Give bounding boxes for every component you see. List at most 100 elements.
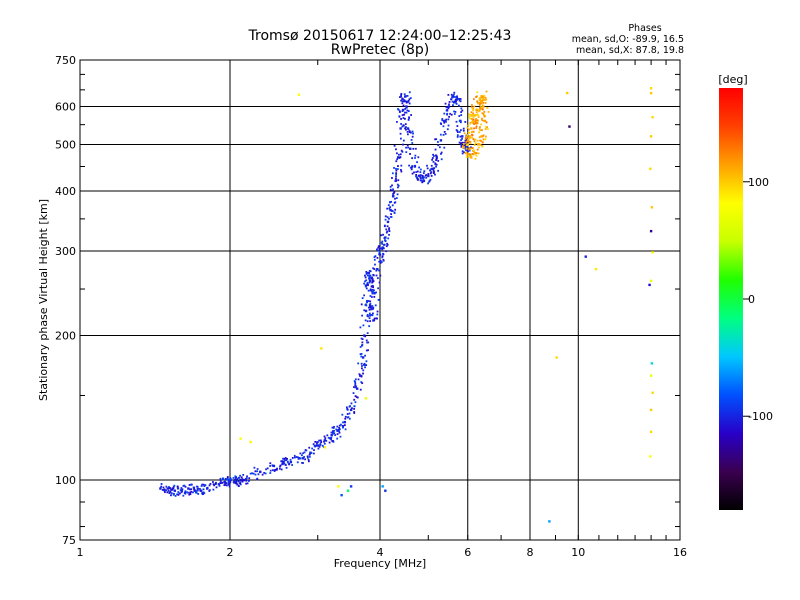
trace-point <box>246 482 249 485</box>
trace-point <box>395 197 398 199</box>
trace-point <box>400 123 403 125</box>
trace-point <box>482 101 485 104</box>
trace-point <box>319 439 322 442</box>
trace-point <box>456 135 459 138</box>
trace-point <box>433 167 436 170</box>
trace-point <box>476 100 479 103</box>
trace-point <box>400 95 403 98</box>
trace-point <box>470 118 473 120</box>
trace-point <box>369 295 372 297</box>
trace-point <box>371 276 373 279</box>
trace-point <box>471 134 474 137</box>
trace-point <box>314 440 317 443</box>
trace-point <box>403 117 406 120</box>
trace-point <box>459 100 462 103</box>
trace-point <box>434 163 437 166</box>
trace-point <box>335 428 338 431</box>
trace-point <box>317 447 320 450</box>
trace-point <box>407 100 410 103</box>
trace-point <box>391 189 394 192</box>
trace-point <box>479 144 482 146</box>
trace-point <box>303 451 306 454</box>
trace-point <box>193 486 195 489</box>
trace-point <box>361 297 364 299</box>
trace-point <box>229 477 232 479</box>
trace-point <box>228 479 231 481</box>
trace-point <box>410 139 413 141</box>
trace-point <box>190 488 193 491</box>
trace-point <box>426 167 429 170</box>
trace-point <box>385 231 388 234</box>
trace-point <box>283 457 286 460</box>
data-point <box>439 139 443 142</box>
trace-point <box>474 120 476 123</box>
trace-point <box>336 430 339 432</box>
trace-point <box>430 168 433 170</box>
trace-point <box>401 125 404 128</box>
trace-point <box>169 487 172 489</box>
trace-point <box>437 144 440 147</box>
trace-point <box>252 472 255 475</box>
trace-point <box>180 491 183 494</box>
trace-point <box>454 99 457 101</box>
data-point <box>394 179 397 183</box>
trace-point <box>487 111 490 113</box>
trace-point <box>471 149 474 152</box>
data-point <box>548 520 551 523</box>
trace-point <box>344 428 347 431</box>
trace-point <box>319 444 322 446</box>
trace-point <box>182 484 185 487</box>
trace-point <box>400 170 403 173</box>
data-point <box>340 493 343 497</box>
trace-point <box>453 93 455 96</box>
data-point <box>651 391 654 394</box>
trace-point <box>468 147 471 149</box>
trace-point <box>475 121 478 123</box>
trace-point <box>386 216 389 219</box>
trace-point <box>313 444 316 447</box>
trace-point <box>393 201 396 204</box>
data-point <box>166 487 169 490</box>
trace-point <box>474 138 477 141</box>
trace-point <box>468 149 471 152</box>
trace-point <box>461 150 464 153</box>
trace-point <box>455 96 458 99</box>
trace-point <box>458 141 461 144</box>
trace-point <box>387 204 390 207</box>
trace-point <box>333 432 336 435</box>
trace-point <box>400 99 403 102</box>
trace-point <box>465 156 468 159</box>
trace-point <box>456 130 459 132</box>
trace-point <box>332 440 335 443</box>
trace-point <box>287 461 289 464</box>
trace-point <box>282 457 284 460</box>
trace-point <box>430 164 433 167</box>
trace-point <box>388 227 391 230</box>
trace-point <box>483 110 486 113</box>
trace-point <box>308 446 311 449</box>
trace-point <box>421 176 424 179</box>
trace-point <box>166 491 169 494</box>
trace-point <box>441 118 444 120</box>
trace-point <box>265 468 267 471</box>
trace-point <box>443 112 446 115</box>
trace-point <box>366 283 369 285</box>
trace-point <box>369 314 371 316</box>
trace-point <box>219 477 222 480</box>
trace-point <box>367 306 370 309</box>
trace-point <box>408 102 411 105</box>
trace-point <box>304 458 306 461</box>
trace-point <box>408 164 411 167</box>
trace-point <box>377 287 380 290</box>
trace-point <box>362 372 364 375</box>
trace-point <box>201 483 204 486</box>
trace-point <box>364 335 367 338</box>
trace-point <box>468 128 470 131</box>
trace-point <box>341 413 344 416</box>
y-tick-label: 600 <box>55 101 76 114</box>
trace-point <box>342 421 344 424</box>
trace-point <box>369 288 372 291</box>
trace-point <box>386 242 389 245</box>
trace-point <box>372 273 375 276</box>
trace-point <box>359 353 362 356</box>
